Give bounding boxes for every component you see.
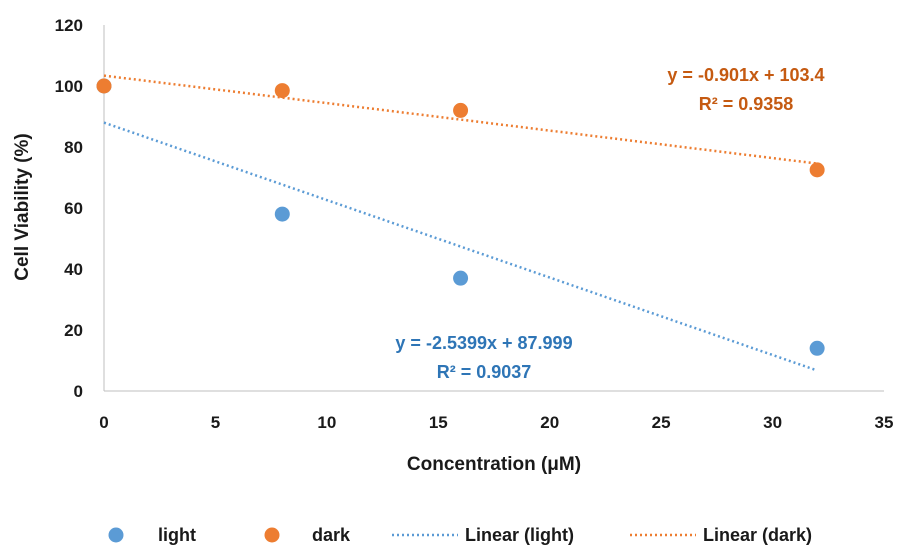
y-tick-label: 40 [64, 260, 83, 279]
y-tick-label: 80 [64, 138, 83, 157]
x-tick-label: 30 [763, 413, 782, 432]
y-tick-label: 120 [55, 16, 83, 35]
trendline-r2-light: R² = 0.9037 [437, 362, 532, 382]
x-tick-label: 25 [652, 413, 671, 432]
y-tick-label: 60 [64, 199, 83, 218]
x-tick-label: 15 [429, 413, 448, 432]
x-tick-label: 35 [875, 413, 894, 432]
trendline-dark [104, 76, 817, 164]
y-tick-label: 0 [74, 382, 83, 401]
x-tick-label: 0 [99, 413, 108, 432]
data-points [97, 79, 825, 356]
x-tick-label: 10 [317, 413, 336, 432]
legend-label-light: light [158, 525, 196, 545]
trendline-equation-light: y = -2.5399x + 87.999 [395, 333, 572, 353]
y-axis-title: Cell Viability (%) [12, 133, 33, 280]
data-point-dark [97, 79, 112, 94]
data-point-light [453, 271, 468, 286]
x-axis-title: Concentration (μM) [407, 454, 581, 475]
y-tick-label: 20 [64, 321, 83, 340]
data-point-dark [453, 103, 468, 118]
legend-marker-dark [265, 528, 280, 543]
data-point-dark [810, 162, 825, 177]
data-point-light [275, 207, 290, 222]
legend-label-dark: dark [312, 525, 351, 545]
trendline-r2-dark: R² = 0.9358 [699, 94, 794, 114]
legend-label-linear-dark: Linear (dark) [703, 525, 812, 545]
legend: light dark Linear (light) Linear (dark) [109, 525, 813, 545]
data-point-light [810, 341, 825, 356]
y-tick-labels: 0 20 40 60 80 100 120 [55, 16, 83, 401]
x-tick-labels: 0 5 10 15 20 25 30 35 [99, 413, 893, 432]
x-tick-label: 20 [540, 413, 559, 432]
trendlines [104, 76, 817, 371]
legend-label-linear-light: Linear (light) [465, 525, 574, 545]
y-tick-label: 100 [55, 77, 83, 96]
data-point-dark [275, 83, 290, 98]
trendline-equation-dark: y = -0.901x + 103.4 [667, 65, 824, 85]
x-tick-label: 5 [211, 413, 220, 432]
legend-marker-light [109, 528, 124, 543]
